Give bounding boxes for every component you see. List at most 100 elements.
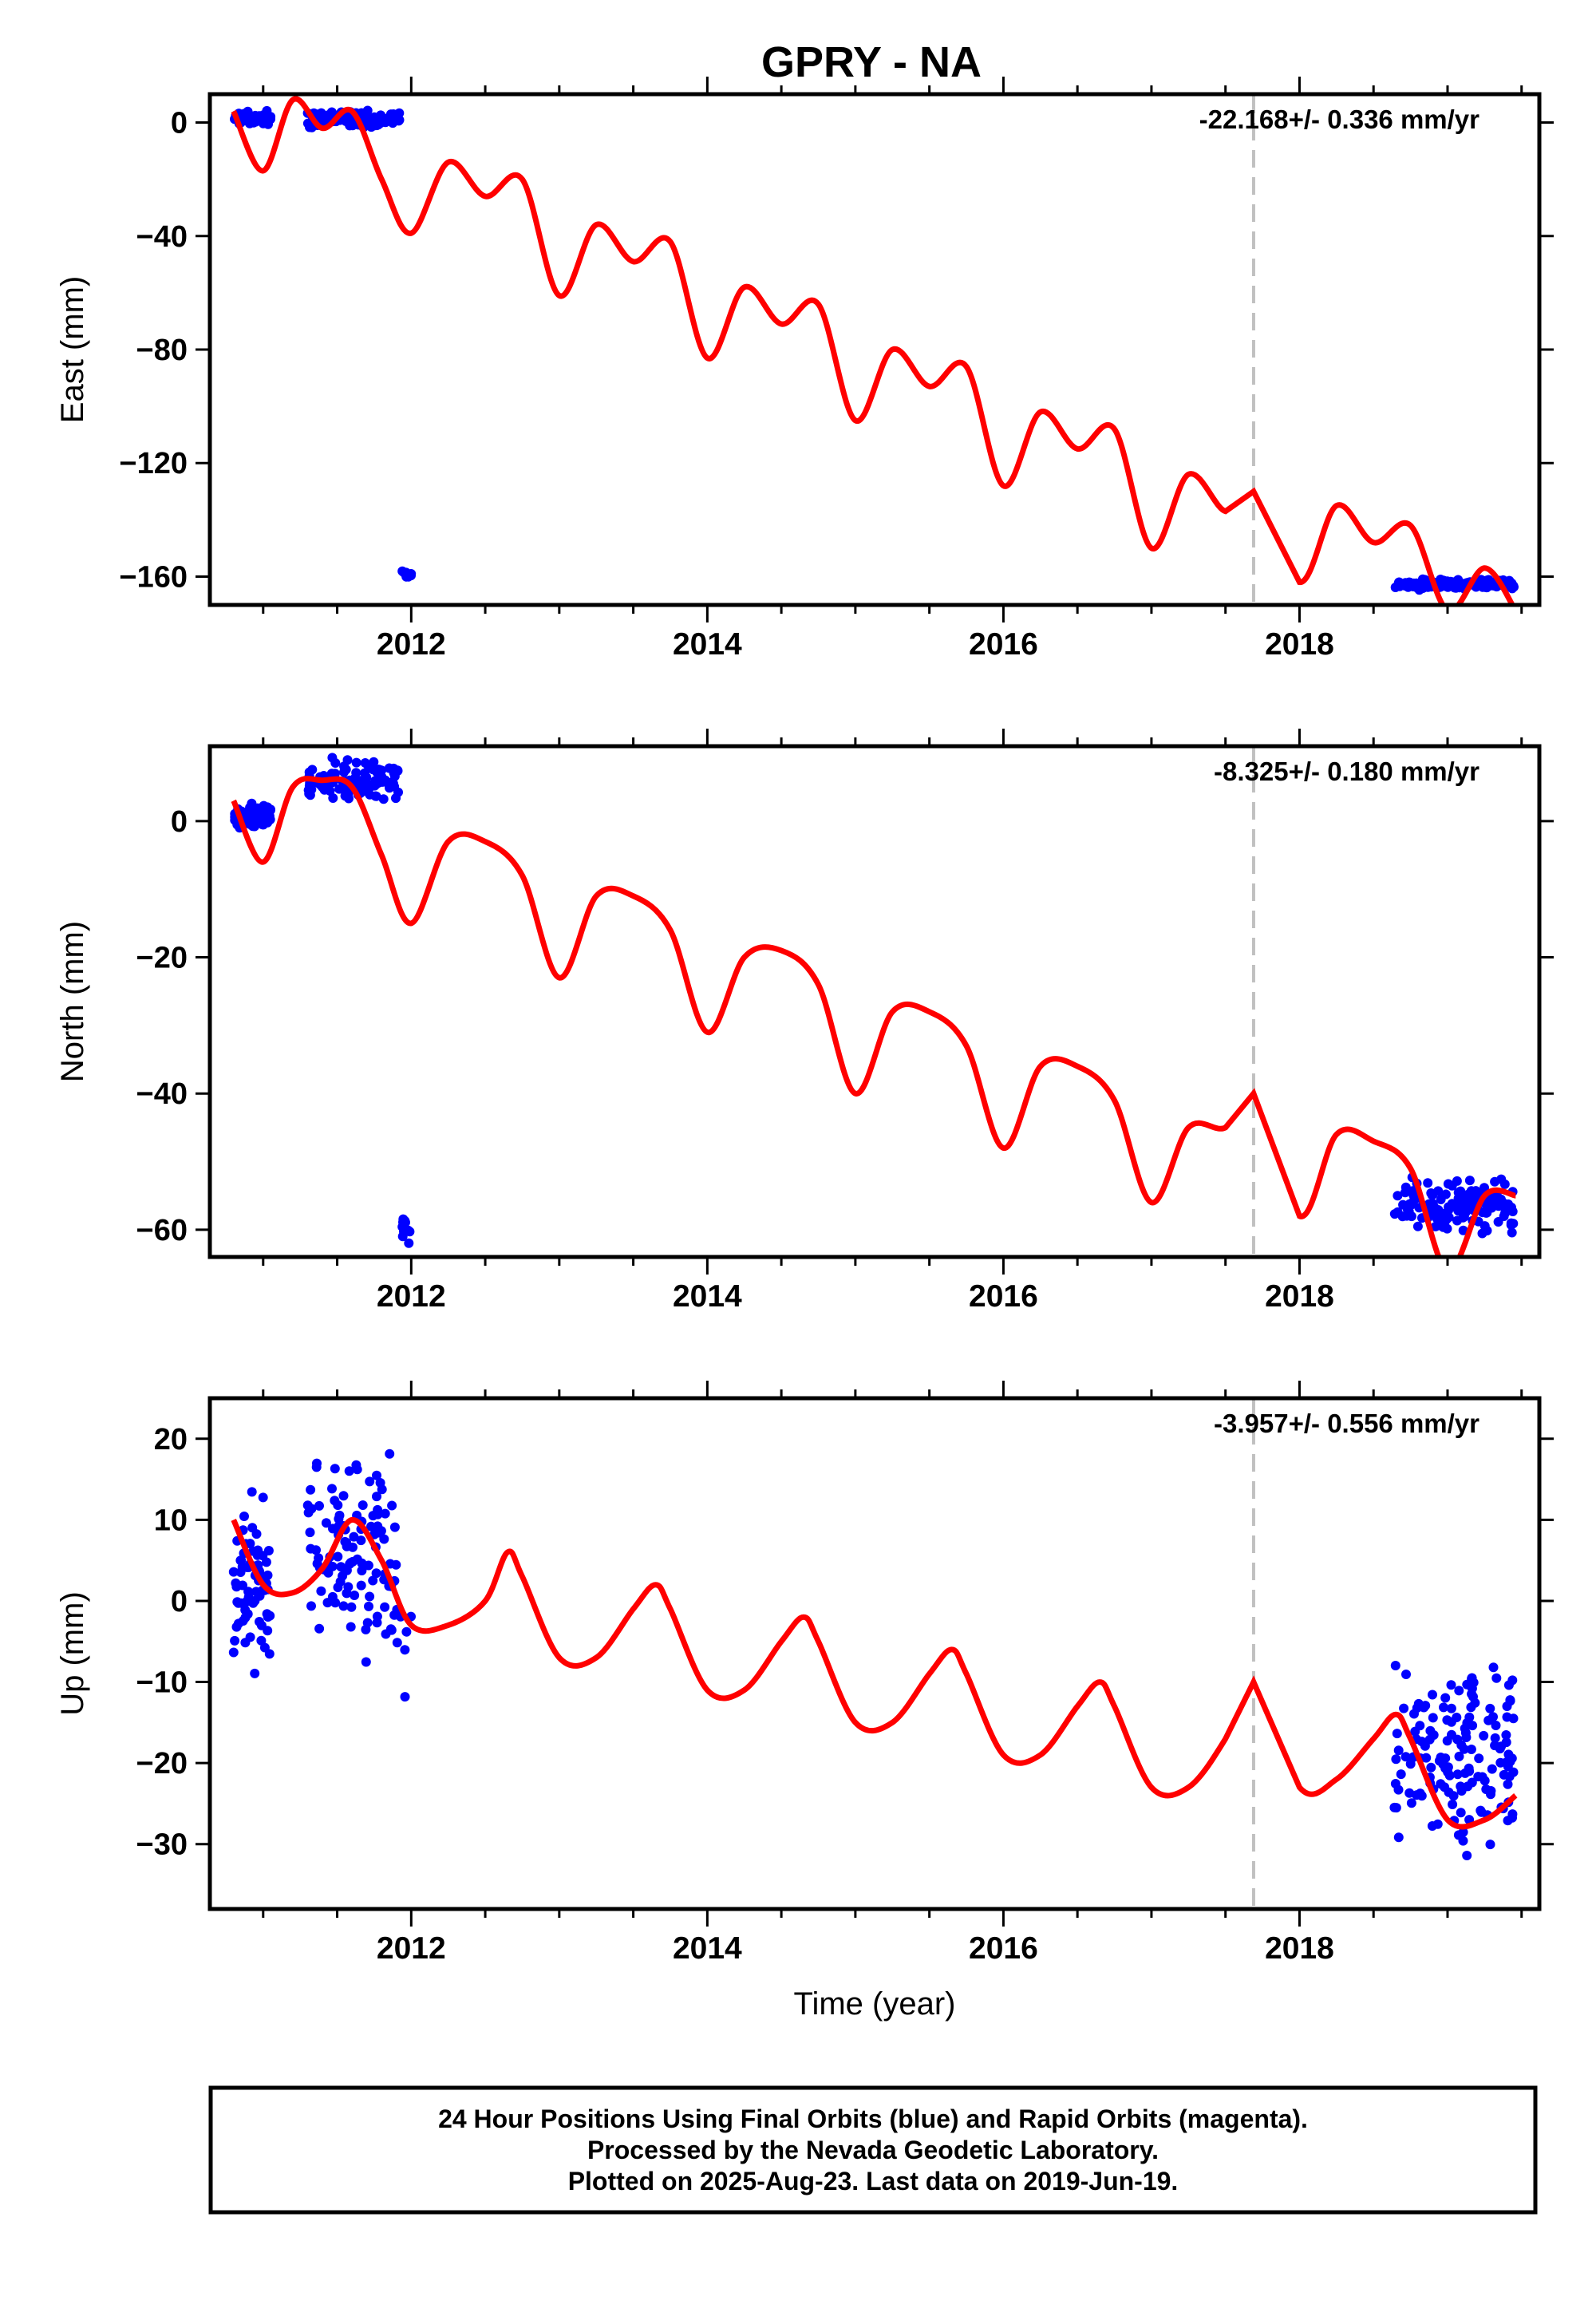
rate-label: -8.325+/- 0.180 mm/yr xyxy=(1214,757,1479,786)
observation-point xyxy=(330,758,341,768)
y-tick-label: −160 xyxy=(119,560,188,594)
observation-point xyxy=(1491,1721,1501,1730)
observation-point xyxy=(1426,1762,1436,1773)
observation-point xyxy=(1503,1761,1513,1772)
observation-point xyxy=(302,118,313,128)
observation-point xyxy=(1488,1662,1499,1673)
observation-point xyxy=(389,768,399,778)
observation-point xyxy=(346,1622,356,1632)
observation-point xyxy=(1487,1764,1497,1774)
observation-point xyxy=(1495,1744,1505,1754)
observation-point xyxy=(327,1561,338,1571)
observation-point xyxy=(385,1448,395,1459)
observation-point xyxy=(1440,1210,1450,1220)
observation-point xyxy=(1452,1713,1462,1722)
observation-point xyxy=(1507,1207,1518,1216)
observation-point xyxy=(1466,1745,1476,1754)
observation-point xyxy=(1397,1211,1408,1222)
x-tick-label: 2018 xyxy=(1265,1931,1334,1966)
observation-point xyxy=(1470,1697,1480,1708)
observation-point xyxy=(1423,1178,1433,1188)
observation-point xyxy=(1479,1730,1489,1741)
observation-point xyxy=(1459,1744,1469,1754)
observation-point xyxy=(374,1528,385,1538)
observation-point xyxy=(243,1592,254,1603)
observation-point xyxy=(1440,1217,1450,1227)
observation-point xyxy=(389,1522,400,1532)
observation-point xyxy=(228,1567,239,1577)
observation-point xyxy=(1419,578,1429,588)
observation-point xyxy=(1428,1202,1438,1212)
y-tick-label: −40 xyxy=(136,1077,188,1111)
observation-points xyxy=(228,1448,1519,1860)
y-tick-label: −10 xyxy=(136,1666,188,1700)
observation-point xyxy=(346,117,357,128)
observation-point xyxy=(305,1528,315,1538)
observation-point xyxy=(1507,1809,1518,1820)
observation-point xyxy=(245,1539,255,1549)
observation-point xyxy=(230,1635,240,1646)
x-tick-label: 2016 xyxy=(969,1279,1038,1314)
observation-point xyxy=(250,820,260,831)
observation-point xyxy=(1452,1176,1462,1186)
observation-point xyxy=(238,1616,248,1626)
observation-point xyxy=(403,1225,413,1235)
x-tick-label: 2018 xyxy=(1265,1279,1334,1314)
observation-point xyxy=(391,793,401,804)
model-curve xyxy=(231,776,1517,1257)
observation-point xyxy=(1390,1661,1400,1670)
panel-frame xyxy=(207,744,1542,1259)
observation-point xyxy=(255,1591,265,1601)
observation-point xyxy=(231,1622,242,1632)
observation-point xyxy=(1400,1188,1410,1198)
observation-point xyxy=(330,1464,340,1474)
x-tick-label: 2016 xyxy=(969,1931,1038,1966)
observation-point xyxy=(360,758,370,768)
observation-point xyxy=(1463,1781,1473,1792)
y-tick-label: 20 xyxy=(154,1423,188,1456)
observation-point xyxy=(1484,1196,1495,1207)
observation-point xyxy=(366,1521,376,1531)
observation-point xyxy=(380,1602,390,1612)
observation-point xyxy=(1453,1830,1464,1840)
observation-point xyxy=(330,1598,341,1608)
observation-point xyxy=(1462,1717,1472,1728)
observation-point xyxy=(1456,1781,1466,1792)
footer-line-1: 24 Hour Positions Using Final Orbits (bl… xyxy=(438,2105,1308,2133)
observation-point xyxy=(1391,1754,1401,1765)
observation-point xyxy=(1392,1729,1402,1739)
observation-point xyxy=(1428,1690,1437,1700)
observation-point xyxy=(371,791,381,801)
observation-point xyxy=(386,1625,397,1635)
observation-point xyxy=(371,1568,381,1579)
observation-point xyxy=(1460,1728,1471,1738)
observation-point xyxy=(1508,581,1519,591)
observation-point xyxy=(1508,1219,1519,1229)
observation-point xyxy=(311,1545,321,1555)
observation-point xyxy=(1456,1808,1466,1818)
observation-point xyxy=(1436,1195,1446,1204)
observation-point xyxy=(364,1601,373,1611)
observation-point xyxy=(368,1575,378,1586)
observation-point xyxy=(1467,1683,1477,1694)
observation-point xyxy=(1460,1207,1471,1217)
observation-point xyxy=(394,108,405,118)
observation-point xyxy=(1440,1753,1451,1764)
observation-point xyxy=(358,1500,368,1510)
observation-point xyxy=(1404,1788,1415,1798)
observation-point xyxy=(1425,1725,1436,1736)
observation-point xyxy=(1393,1745,1404,1756)
observation-point xyxy=(1399,1703,1409,1713)
observation-point xyxy=(342,1565,352,1575)
observation-point xyxy=(1501,1730,1511,1740)
observation-point xyxy=(1479,1183,1489,1193)
observation-point xyxy=(406,571,416,581)
observation-point xyxy=(1452,1734,1463,1745)
observation-point xyxy=(314,1623,325,1634)
observation-point xyxy=(380,1508,390,1519)
observation-point xyxy=(346,1602,357,1612)
y-tick-label: −80 xyxy=(136,334,188,367)
x-axis-label: Time (year) xyxy=(794,1986,956,2022)
observation-point xyxy=(1490,1733,1500,1743)
observation-point xyxy=(1464,1763,1474,1773)
